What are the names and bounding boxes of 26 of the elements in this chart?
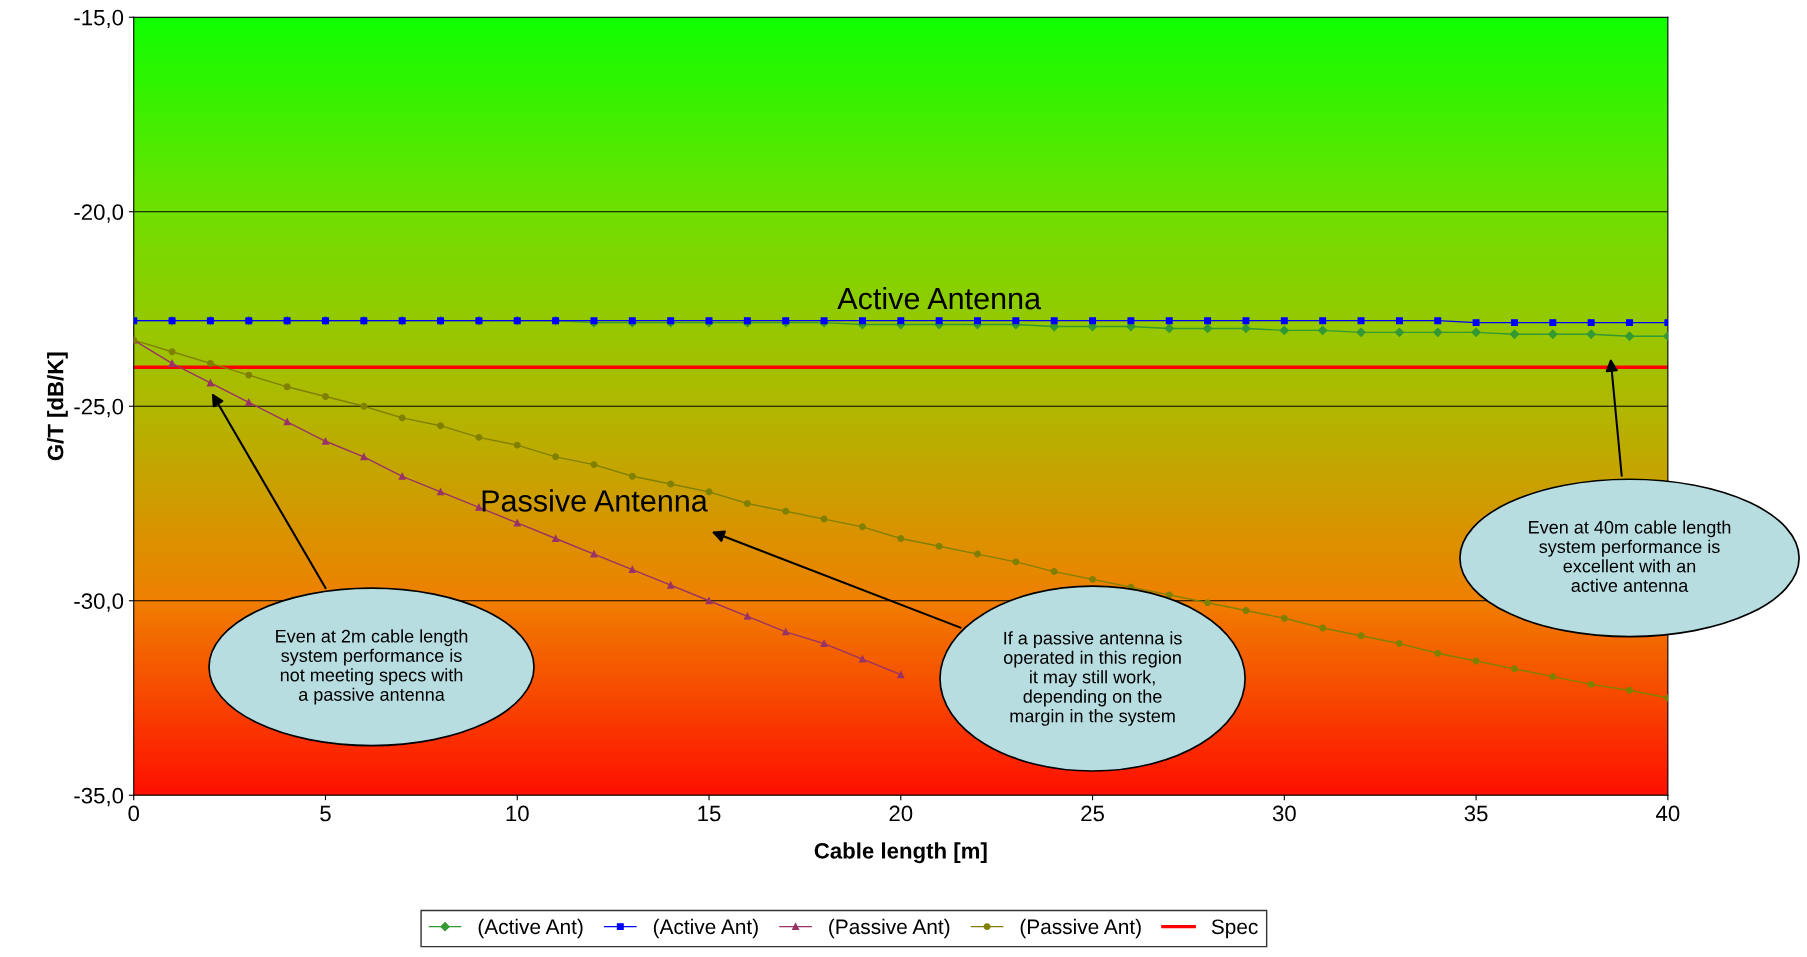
y-tick-label: -30,0 xyxy=(74,593,124,612)
x-tick-label: 10 xyxy=(506,805,529,822)
x-tick-label: 30 xyxy=(1272,805,1296,822)
legend-label: Spec xyxy=(1211,919,1258,939)
x-tick-label: 35 xyxy=(1464,805,1488,822)
x-tick-label: 15 xyxy=(698,805,721,822)
legend-label: (Active Ant) xyxy=(478,918,583,939)
annotation: Even at 2m cable length system performance is not meeting specs with a passive antenna xyxy=(276,629,468,705)
annotation: Active Antenna xyxy=(837,286,1042,310)
x-tick-label: 25 xyxy=(1081,805,1104,822)
legend-label: (Active Ant) xyxy=(653,918,758,939)
y-tick-label: -20,0 xyxy=(74,204,124,223)
x-tick-label: 0 xyxy=(128,805,140,822)
x-tick-label: 20 xyxy=(889,805,913,822)
y-tick-label: -15,0 xyxy=(74,9,124,29)
y-axis-title: G/T [dB/K] xyxy=(47,352,68,461)
legend-label: (Passive Ant) xyxy=(829,918,950,939)
legend-label: (Passive Ant) xyxy=(1020,918,1141,939)
x-axis-title: Cable length [m] xyxy=(814,842,987,864)
y-tick-label: -25,0 xyxy=(74,398,124,418)
x-tick-label: 5 xyxy=(320,805,331,822)
annotation: Passive Antenna xyxy=(482,489,708,512)
annotation: Even at 40m cable length system performance is excellent with an active antenna xyxy=(1529,520,1731,592)
y-tick-label: -35,0 xyxy=(74,787,124,807)
x-tick-label: 40 xyxy=(1656,805,1680,822)
annotation: If a passive antenna is operated in this region it may still work, depending on the margin in the system xyxy=(1003,631,1182,726)
